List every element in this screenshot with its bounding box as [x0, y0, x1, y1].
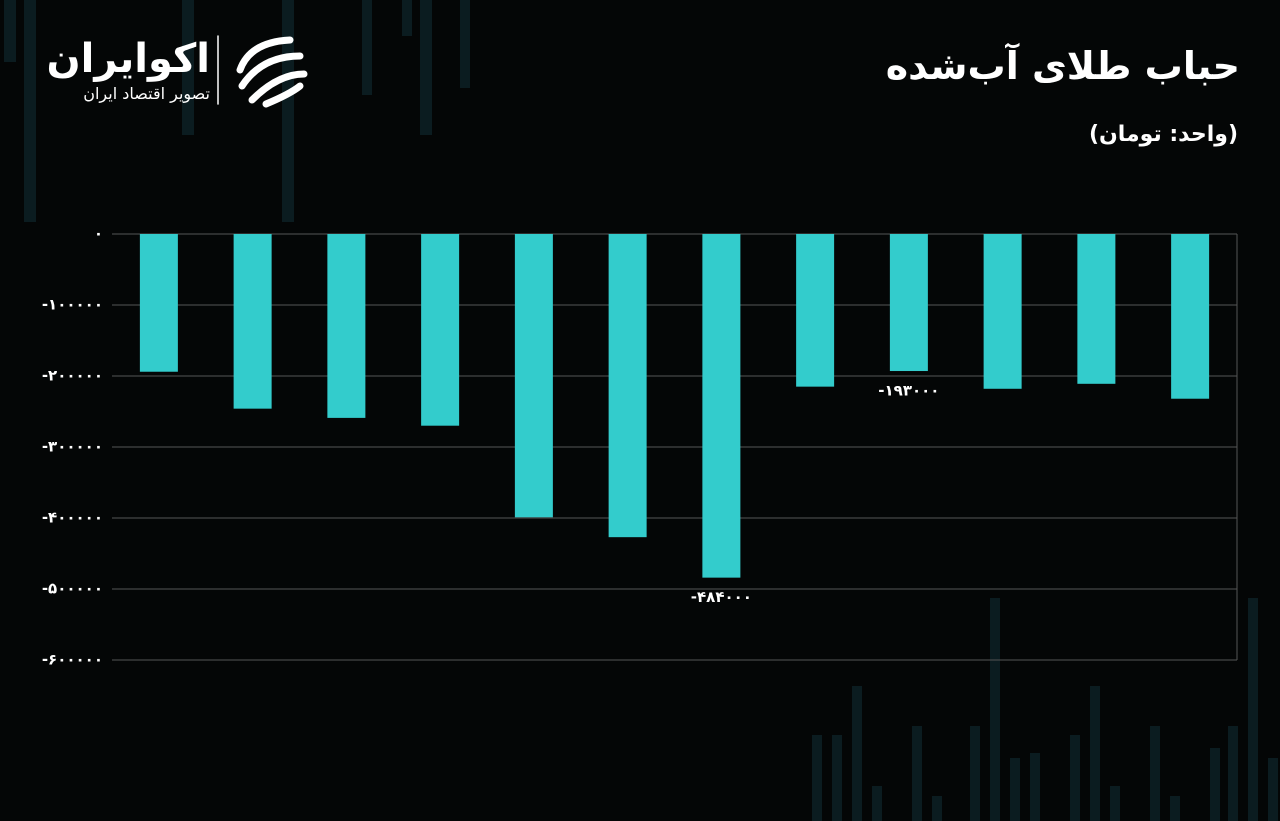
brand-name: اکوایران — [46, 36, 210, 82]
y-tick-label: -۳۰۰۰۰۰ — [42, 438, 103, 456]
bar — [1171, 234, 1210, 399]
y-tick-label: ۰ — [94, 225, 103, 243]
y-tick-label: -۴۰۰۰۰۰ — [42, 509, 103, 527]
chart-subtitle: (واحد: تومان) — [1088, 122, 1238, 147]
bar — [796, 234, 835, 387]
chart-title: حباب طلای آب‌شده — [885, 44, 1240, 88]
brand-tagline: تصویر اقتصاد ایران — [83, 84, 210, 103]
value-label: -۱۹۳۰۰۰ — [878, 382, 939, 400]
y-tick-label: -۲۰۰۰۰۰ — [42, 367, 103, 385]
bar — [983, 234, 1022, 389]
y-tick-label: -۱۰۰۰۰۰ — [42, 296, 103, 314]
bar — [608, 234, 647, 538]
bar — [421, 234, 460, 426]
bar — [327, 234, 366, 418]
bar — [889, 234, 928, 372]
bar — [514, 234, 553, 518]
logo-mark — [217, 35, 308, 108]
bar — [233, 234, 272, 409]
y-tick-label: -۶۰۰۰۰۰ — [42, 651, 103, 669]
bar — [139, 234, 178, 372]
value-label: -۴۸۴۰۰۰ — [691, 588, 752, 606]
background-decoration — [4, 0, 1278, 821]
bar — [702, 234, 741, 578]
bar — [1077, 234, 1116, 384]
y-tick-label: -۵۰۰۰۰۰ — [42, 580, 103, 598]
